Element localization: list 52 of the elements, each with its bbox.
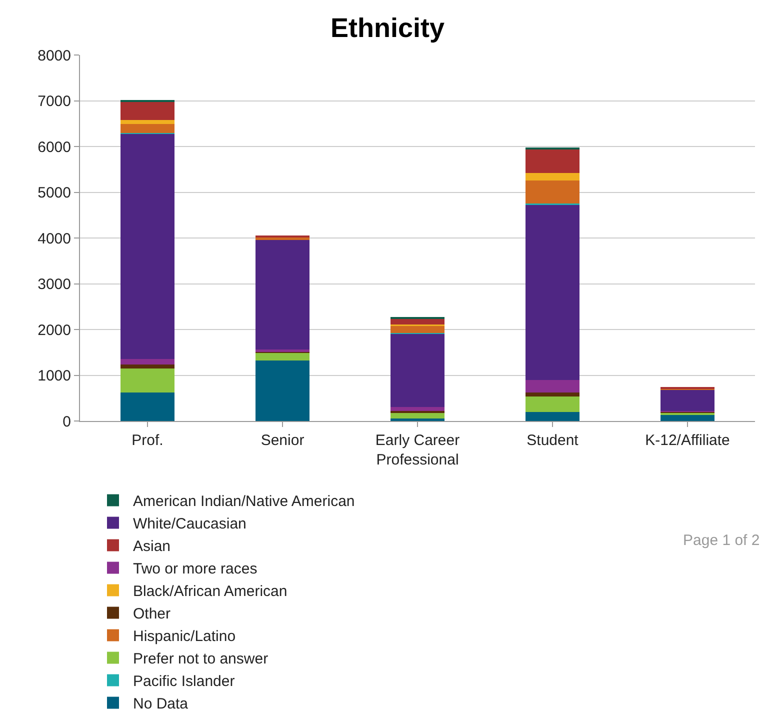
bar xyxy=(390,334,444,407)
bar xyxy=(526,204,580,380)
text: Page 1 of 2 xyxy=(683,532,760,549)
bar xyxy=(120,102,174,120)
legend-label: Black/African American xyxy=(133,583,288,600)
y-tick-label: 1000 xyxy=(38,368,71,384)
legend-label: Prefer not to answer xyxy=(133,650,268,668)
legend-label: No Data xyxy=(133,696,189,713)
x-tick-label: K-12/Affiliate xyxy=(645,432,730,449)
bar xyxy=(120,134,174,360)
bar xyxy=(256,239,310,350)
chart-title: Ethnicity xyxy=(330,12,445,43)
y-tick-label: 4000 xyxy=(38,230,71,248)
y-tick-label: 8000 xyxy=(38,47,71,64)
y-tick-label: 5000 xyxy=(38,184,71,202)
x-tick-label: Early Career Professional xyxy=(375,432,460,468)
bar xyxy=(390,418,444,421)
legend-label: Asian xyxy=(133,538,171,556)
y-tick-label: 2000 xyxy=(38,322,71,339)
bar xyxy=(256,352,310,361)
bar xyxy=(526,180,580,204)
bar xyxy=(526,412,580,421)
y-tick-label: 3000 xyxy=(38,276,71,293)
bar xyxy=(660,389,714,411)
legend-label: Other xyxy=(133,606,171,623)
y-tick-label: 7000 xyxy=(38,93,71,110)
legend-label: American Indian/Native American xyxy=(133,493,355,510)
bar xyxy=(526,150,580,174)
legend-label: White/Caucasian xyxy=(133,516,246,533)
x-tick-label: Student xyxy=(526,432,580,449)
x-tick-label: Prof. xyxy=(132,432,164,449)
bar xyxy=(526,380,580,393)
bar xyxy=(256,360,310,421)
bar xyxy=(120,124,174,134)
bar xyxy=(390,326,444,334)
legend-label: Two or more races xyxy=(133,560,258,578)
bar xyxy=(120,120,174,124)
x-tick-label: Senior xyxy=(260,432,304,449)
bar xyxy=(526,396,580,412)
y-tick-label: 6000 xyxy=(38,138,71,156)
bar xyxy=(120,364,174,368)
bar xyxy=(390,406,444,411)
bar xyxy=(526,392,580,396)
bar xyxy=(526,173,580,180)
bar xyxy=(120,368,174,393)
bar xyxy=(660,415,714,421)
legend-label: Pacific Islander xyxy=(133,673,235,690)
y-tick-label: 0 xyxy=(62,413,71,430)
bar xyxy=(120,359,174,364)
bar xyxy=(120,392,174,421)
bar xyxy=(390,412,444,418)
legend-label: Hispanic/Latino xyxy=(133,628,236,646)
